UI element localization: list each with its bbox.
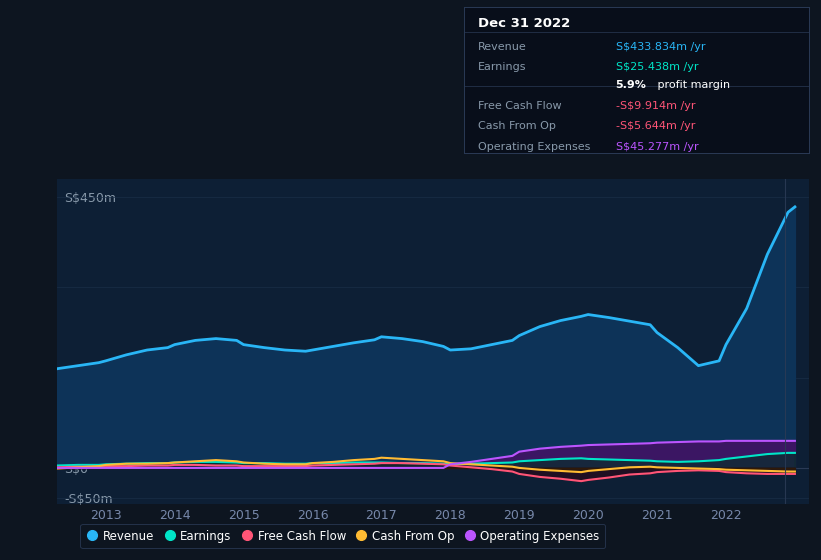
- Text: -S$9.914m /yr: -S$9.914m /yr: [616, 101, 695, 111]
- Text: -S$5.644m /yr: -S$5.644m /yr: [616, 121, 695, 131]
- Text: Operating Expenses: Operating Expenses: [478, 142, 590, 152]
- Text: Earnings: Earnings: [478, 63, 526, 72]
- Text: S$433.834m /yr: S$433.834m /yr: [616, 42, 705, 52]
- Text: Free Cash Flow: Free Cash Flow: [478, 101, 562, 111]
- Legend: Revenue, Earnings, Free Cash Flow, Cash From Op, Operating Expenses: Revenue, Earnings, Free Cash Flow, Cash …: [80, 524, 605, 548]
- Text: S$45.277m /yr: S$45.277m /yr: [616, 142, 698, 152]
- Text: Revenue: Revenue: [478, 42, 526, 52]
- Text: Cash From Op: Cash From Op: [478, 121, 556, 131]
- Text: 5.9%: 5.9%: [616, 80, 646, 90]
- Text: Dec 31 2022: Dec 31 2022: [478, 17, 570, 30]
- Text: profit margin: profit margin: [654, 80, 730, 90]
- Text: S$25.438m /yr: S$25.438m /yr: [616, 63, 698, 72]
